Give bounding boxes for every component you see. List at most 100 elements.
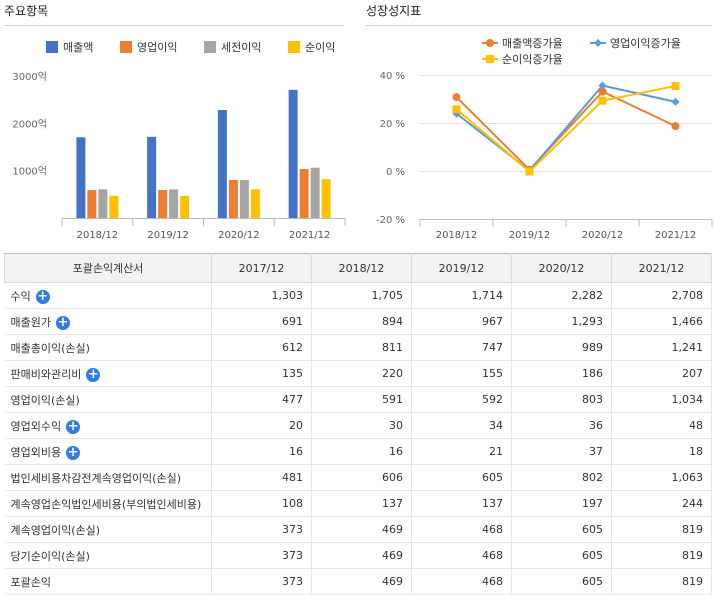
legend-item: 순이익 (288, 41, 335, 54)
value-cell: 1,293 (511, 308, 612, 335)
value-cell: 747 (411, 334, 512, 361)
value-cell: 477 (211, 386, 312, 413)
row-label-cell: 매출원가 + (4, 308, 212, 335)
x-tick-label: 2018/12 (77, 230, 119, 241)
expand-plus-icon[interactable]: + (55, 314, 70, 330)
series-line (455, 90, 676, 172)
value-cell: 135 (211, 360, 312, 387)
legend-swatch (288, 41, 300, 53)
value-cell: 244 (611, 490, 712, 517)
value-cell: 1,034 (611, 386, 712, 413)
row-label-cell: 계속영업손익법인세비용(부의법인세비용) (4, 490, 212, 517)
bar (288, 89, 298, 218)
y-tick-label: 2000억 (12, 118, 47, 130)
y-tick-label: 1000억 (12, 166, 47, 178)
legend-item: 순이익증가율 (482, 53, 563, 66)
value-cell: 37 (511, 438, 612, 465)
legend-label: 순이익증가율 (502, 53, 563, 66)
x-tick-label: 2019/12 (509, 230, 551, 241)
bar (87, 190, 97, 218)
legend-item: 매출액증가율 (482, 37, 563, 50)
table-header-cell: 2021/12 (611, 253, 712, 283)
table-row: 수익 +1,303 1,705 1,714 2,282 2,708 (4, 282, 712, 309)
value-cell: 591 (311, 386, 412, 413)
income-statement-table: 포괄손익계산서 2017/12 2018/12 2019/12 2020/12 … (4, 253, 712, 595)
value-cell: 108 (211, 490, 312, 517)
table-header-cell: 2019/12 (411, 253, 512, 283)
row-label-cell: 당기순이익(손실) (4, 542, 212, 569)
row-label: 포괄손익 (10, 575, 51, 589)
legend-label: 세전이익 (221, 41, 261, 54)
table-header-cell: 2017/12 (211, 253, 312, 283)
value-cell: 819 (611, 568, 712, 595)
value-cell: 469 (311, 542, 412, 569)
value-cell: 691 (211, 308, 312, 335)
bar (321, 179, 331, 218)
x-tick-label: 2021/12 (655, 230, 697, 241)
data-point (671, 122, 680, 131)
bar-chart: 매출액 영업이익 세전이익 순이익 3000억 2000억 1000억 2018/12 2019… (12, 41, 346, 241)
series-line (455, 84, 676, 172)
value-cell: 373 (211, 568, 312, 595)
row-label: 판매비와관리비 (10, 367, 82, 381)
data-point (452, 105, 461, 114)
value-cell: 468 (411, 516, 512, 543)
data-point (525, 167, 534, 176)
bar (158, 189, 168, 218)
row-label: 당기순이익(손실) (10, 549, 90, 563)
expand-plus-icon[interactable]: + (86, 366, 101, 382)
table-row: 법인세비용차감전계속영업이익(손실) 481 606 605 802 1,063 (4, 464, 712, 491)
legend-item: 세전이익 (204, 41, 261, 54)
row-label: 계속영업이익(손실) (10, 523, 101, 537)
value-cell: 21 (411, 438, 512, 465)
expand-plus-icon[interactable]: + (66, 418, 81, 434)
value-cell: 220 (311, 360, 412, 387)
value-cell: 802 (511, 464, 612, 491)
bar (239, 180, 249, 218)
right-section-title: 성장성지표 (366, 4, 422, 18)
legend-item: 매출액 (46, 41, 93, 54)
table-row: 당기순이익(손실) 373 469 468 605 819 (4, 542, 712, 569)
value-cell: 36 (511, 412, 612, 439)
value-cell: 469 (311, 516, 412, 543)
value-cell: 606 (311, 464, 412, 491)
value-cell: 605 (511, 516, 612, 543)
series-line (455, 85, 676, 173)
data-point (598, 87, 607, 96)
value-cell: 197 (511, 490, 612, 517)
row-label: 영업외비용 (10, 445, 62, 459)
data-point (598, 81, 607, 90)
bar (76, 137, 86, 218)
bar (299, 169, 309, 218)
legend-swatch (46, 41, 58, 53)
bar (98, 189, 108, 218)
value-cell: 16 (311, 438, 412, 465)
left-title-rule (4, 25, 344, 26)
value-cell: 2,282 (511, 282, 612, 309)
expand-plus-icon[interactable]: + (66, 444, 81, 460)
y-tick-label: 20 % (380, 119, 405, 130)
legend-item: 영업이익증가율 (590, 37, 681, 50)
table-header-row: 포괄손익계산서 2017/12 2018/12 2019/12 2020/12 … (4, 253, 712, 283)
table-header-cell: 2020/12 (511, 253, 612, 283)
table-row: 영업외비용 +16 16 21 37 18 (4, 438, 712, 465)
row-label-cell: 영업외수익 + (4, 412, 212, 439)
value-cell: 1,063 (611, 464, 712, 491)
table-row: 매출총이익(손실) 612 811 747 989 1,241 (4, 334, 712, 361)
row-label: 매출원가 (10, 315, 51, 329)
y-tick-label: 3000억 (12, 71, 47, 83)
expand-plus-icon[interactable]: + (35, 288, 50, 304)
table-header-cell: 포괄손익계산서 (4, 253, 212, 283)
row-label-cell: 수익 + (4, 282, 212, 309)
row-label-cell: 법인세비용차감전계속영업이익(손실) (4, 464, 212, 491)
bar (180, 195, 190, 218)
x-tick-label: 2020/12 (218, 230, 260, 241)
row-label: 영업외수익 (10, 419, 62, 433)
value-cell: 18 (611, 438, 712, 465)
value-cell: 207 (611, 360, 712, 387)
value-cell: 1,241 (611, 334, 712, 361)
table-row: 계속영업손익법인세비용(부의법인세비용) 108 137 137 197 244 (4, 490, 712, 517)
value-cell: 2,708 (611, 282, 712, 309)
value-cell: 605 (511, 542, 612, 569)
bar (169, 189, 179, 218)
